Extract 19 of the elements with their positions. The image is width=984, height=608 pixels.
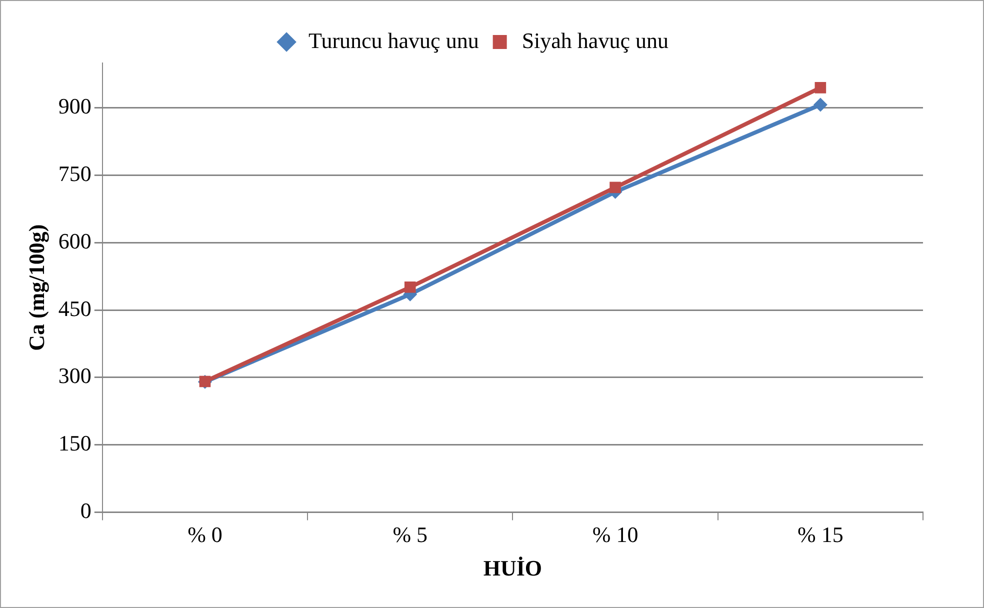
point [610,182,621,194]
y-tick-label: 600 [58,228,92,254]
x-tick-label: % 5 [392,522,428,548]
x-axis-title: HUİO [483,555,542,580]
legend-label: Siyah havuç unu [522,28,668,53]
y-axis-title: Ca (mg/100g) [24,224,49,351]
point [404,281,416,293]
y-tick-label: 450 [58,296,92,321]
x-tick-label: % 10 [592,522,638,548]
point [813,98,828,112]
legend-label: Turuncu havuç unu [308,28,479,53]
y-tick-label: 300 [58,363,92,388]
y-tick-label: 750 [58,161,92,186]
y-tick-label: 150 [58,430,92,456]
x-tick-label: % 15 [798,522,844,548]
point [814,82,826,94]
y-tick-label: 0 [80,498,92,523]
x-tick-label: % 0 [188,522,222,548]
y-tick-label: 900 [58,94,92,119]
